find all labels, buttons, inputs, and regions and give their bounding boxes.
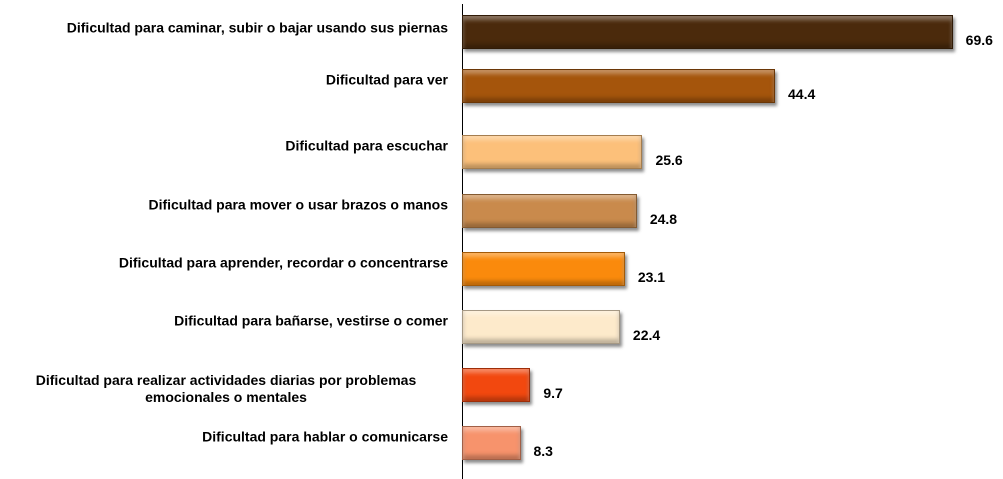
category-text: Dificultad para escuchar [285, 137, 448, 154]
value-label: 25.6 [655, 152, 683, 169]
category-text: Dificultad para ver [325, 71, 448, 88]
category-label: Dificultad para hablar o comunicarse [4, 429, 448, 446]
category-label: Dificultad para caminar, subir o bajar u… [4, 20, 448, 37]
value-label: 69.6 [965, 32, 993, 48]
category-label: Dificultad para bañarse, vestirse o come… [4, 313, 448, 330]
bar [462, 368, 531, 403]
bar [462, 310, 620, 344]
category-text: Dificultad para mover o usar brazos o ma… [148, 196, 448, 213]
value-label: 24.8 [649, 210, 678, 227]
category-label: Dificultad para escuchar [4, 138, 448, 155]
bar [462, 251, 625, 286]
y-axis-line [462, 4, 463, 479]
bar [462, 193, 637, 228]
value-label: 23.1 [637, 268, 666, 285]
bar [462, 69, 776, 104]
category-text: Dificultad para caminar, subir o bajar u… [66, 19, 448, 36]
value-label: 22.4 [632, 327, 661, 343]
category-text: Dificultad para aprender, recordar o con… [118, 254, 448, 271]
bar [462, 135, 643, 170]
category-text: Dificultad para realizar actividades dia… [35, 372, 417, 406]
value-label: 8.3 [533, 443, 553, 460]
category-label: Dificultad para realizar actividades dia… [4, 372, 448, 406]
bar [462, 15, 953, 49]
category-label: Dificultad para mover o usar brazos o ma… [4, 196, 448, 213]
value-label: 9.7 [543, 385, 563, 402]
bar [462, 426, 521, 461]
category-text: Dificultad para bañarse, vestirse o come… [174, 312, 448, 329]
category-label: Dificultad para ver [4, 72, 448, 89]
category-text: Dificultad para hablar o comunicarse [202, 428, 448, 445]
category-label: Dificultad para aprender, recordar o con… [4, 254, 448, 271]
value-label: 44.4 [788, 86, 816, 103]
